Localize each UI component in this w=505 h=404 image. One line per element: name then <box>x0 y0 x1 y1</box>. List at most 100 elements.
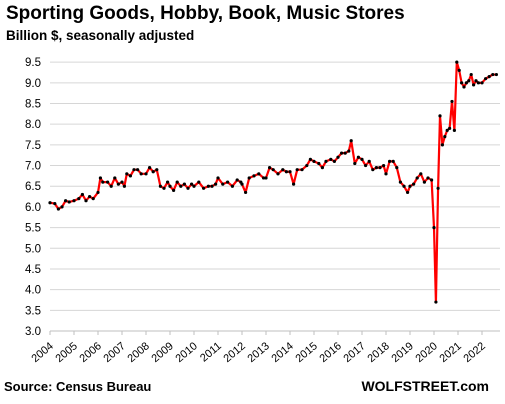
data-point <box>284 170 288 174</box>
data-point <box>343 151 347 155</box>
data-point <box>438 114 442 118</box>
data-point <box>268 166 272 170</box>
data-point <box>166 180 170 184</box>
data-point <box>395 166 399 170</box>
data-point <box>106 180 110 184</box>
x-tick-label: 2010 <box>173 340 199 365</box>
data-point <box>367 159 371 164</box>
data-point <box>474 79 478 83</box>
data-point <box>136 168 140 172</box>
x-tick-label: 2020 <box>413 340 439 365</box>
data-point <box>276 172 280 176</box>
data-point <box>80 192 84 197</box>
x-tick-label: 2022 <box>461 340 487 365</box>
data-point <box>364 163 368 168</box>
x-tick-label: 2013 <box>245 340 271 365</box>
data-point <box>324 159 328 164</box>
data-point <box>139 172 143 176</box>
data-point <box>360 157 364 161</box>
data-point <box>122 184 126 188</box>
y-tick-label: 4.0 <box>25 285 41 297</box>
data-point <box>155 168 159 172</box>
data-point <box>216 176 220 180</box>
data-point <box>494 72 498 77</box>
data-point <box>235 178 239 182</box>
data-point <box>295 168 299 172</box>
data-point <box>116 182 120 186</box>
data-point <box>244 190 248 195</box>
data-point <box>271 168 275 172</box>
data-point <box>144 172 148 176</box>
data-point <box>226 180 230 184</box>
data-point <box>67 200 71 204</box>
data-point <box>192 184 196 188</box>
data-point <box>408 184 412 188</box>
data-point <box>113 176 117 180</box>
data-point <box>158 184 162 188</box>
data-point <box>430 178 434 182</box>
x-tick-label: 2019 <box>389 340 415 365</box>
data-point <box>391 159 395 164</box>
y-tick-label: 4.5 <box>25 264 41 276</box>
data-point <box>48 201 52 205</box>
data-point <box>252 174 256 178</box>
y-tick-label: 7.5 <box>25 140 41 152</box>
data-point <box>378 166 382 170</box>
data-point <box>452 128 456 132</box>
grid-layer <box>50 61 500 332</box>
data-point <box>484 77 488 81</box>
data-point <box>214 182 218 186</box>
data-point <box>292 182 296 186</box>
data-point <box>353 161 357 166</box>
data-point <box>472 83 476 87</box>
data-point <box>388 159 392 164</box>
data-point <box>288 170 292 174</box>
y-tick-label: 7.0 <box>25 161 41 173</box>
x-tick-label: 2015 <box>293 340 319 365</box>
x-tick-label: 2017 <box>341 340 367 365</box>
x-tick-label: 2016 <box>317 340 343 365</box>
data-point <box>332 159 336 164</box>
y-tick-label: 9.5 <box>25 57 41 69</box>
data-point <box>419 172 423 176</box>
data-point <box>125 172 129 176</box>
data-point <box>464 81 468 85</box>
data-point <box>476 81 480 85</box>
data-point <box>336 155 340 159</box>
x-tick-label: 2018 <box>365 340 391 365</box>
x-tick-label: 2011 <box>198 340 224 364</box>
y-tick-label: 5.5 <box>25 223 41 235</box>
data-point <box>347 149 351 153</box>
chart-source-note: Source: Census Bureau <box>4 379 152 394</box>
data-point <box>467 79 471 83</box>
data-point <box>101 180 105 184</box>
data-point <box>206 184 210 188</box>
data-point <box>422 180 426 184</box>
data-point <box>210 184 214 188</box>
data-point <box>448 126 452 130</box>
data-point <box>91 197 95 201</box>
data-point <box>300 168 304 172</box>
data-point <box>77 197 81 201</box>
data-point <box>64 199 68 203</box>
data-point <box>415 176 419 180</box>
data-point <box>98 176 102 180</box>
data-point <box>305 163 309 168</box>
data-point <box>182 182 186 186</box>
data-point <box>349 139 353 143</box>
data-point <box>371 168 375 172</box>
data-point <box>84 199 88 203</box>
data-point <box>148 166 152 170</box>
data-point <box>382 163 386 168</box>
data-point <box>340 151 344 155</box>
data-point <box>457 68 461 73</box>
data-point <box>402 184 406 188</box>
data-point <box>88 194 92 199</box>
x-tick-label: 2006 <box>77 340 103 365</box>
data-point <box>172 188 176 192</box>
data-point <box>308 157 312 161</box>
data-point <box>320 166 324 170</box>
data-point <box>469 72 473 77</box>
y-tick-label: 8.0 <box>25 119 41 131</box>
data-point <box>432 225 436 230</box>
